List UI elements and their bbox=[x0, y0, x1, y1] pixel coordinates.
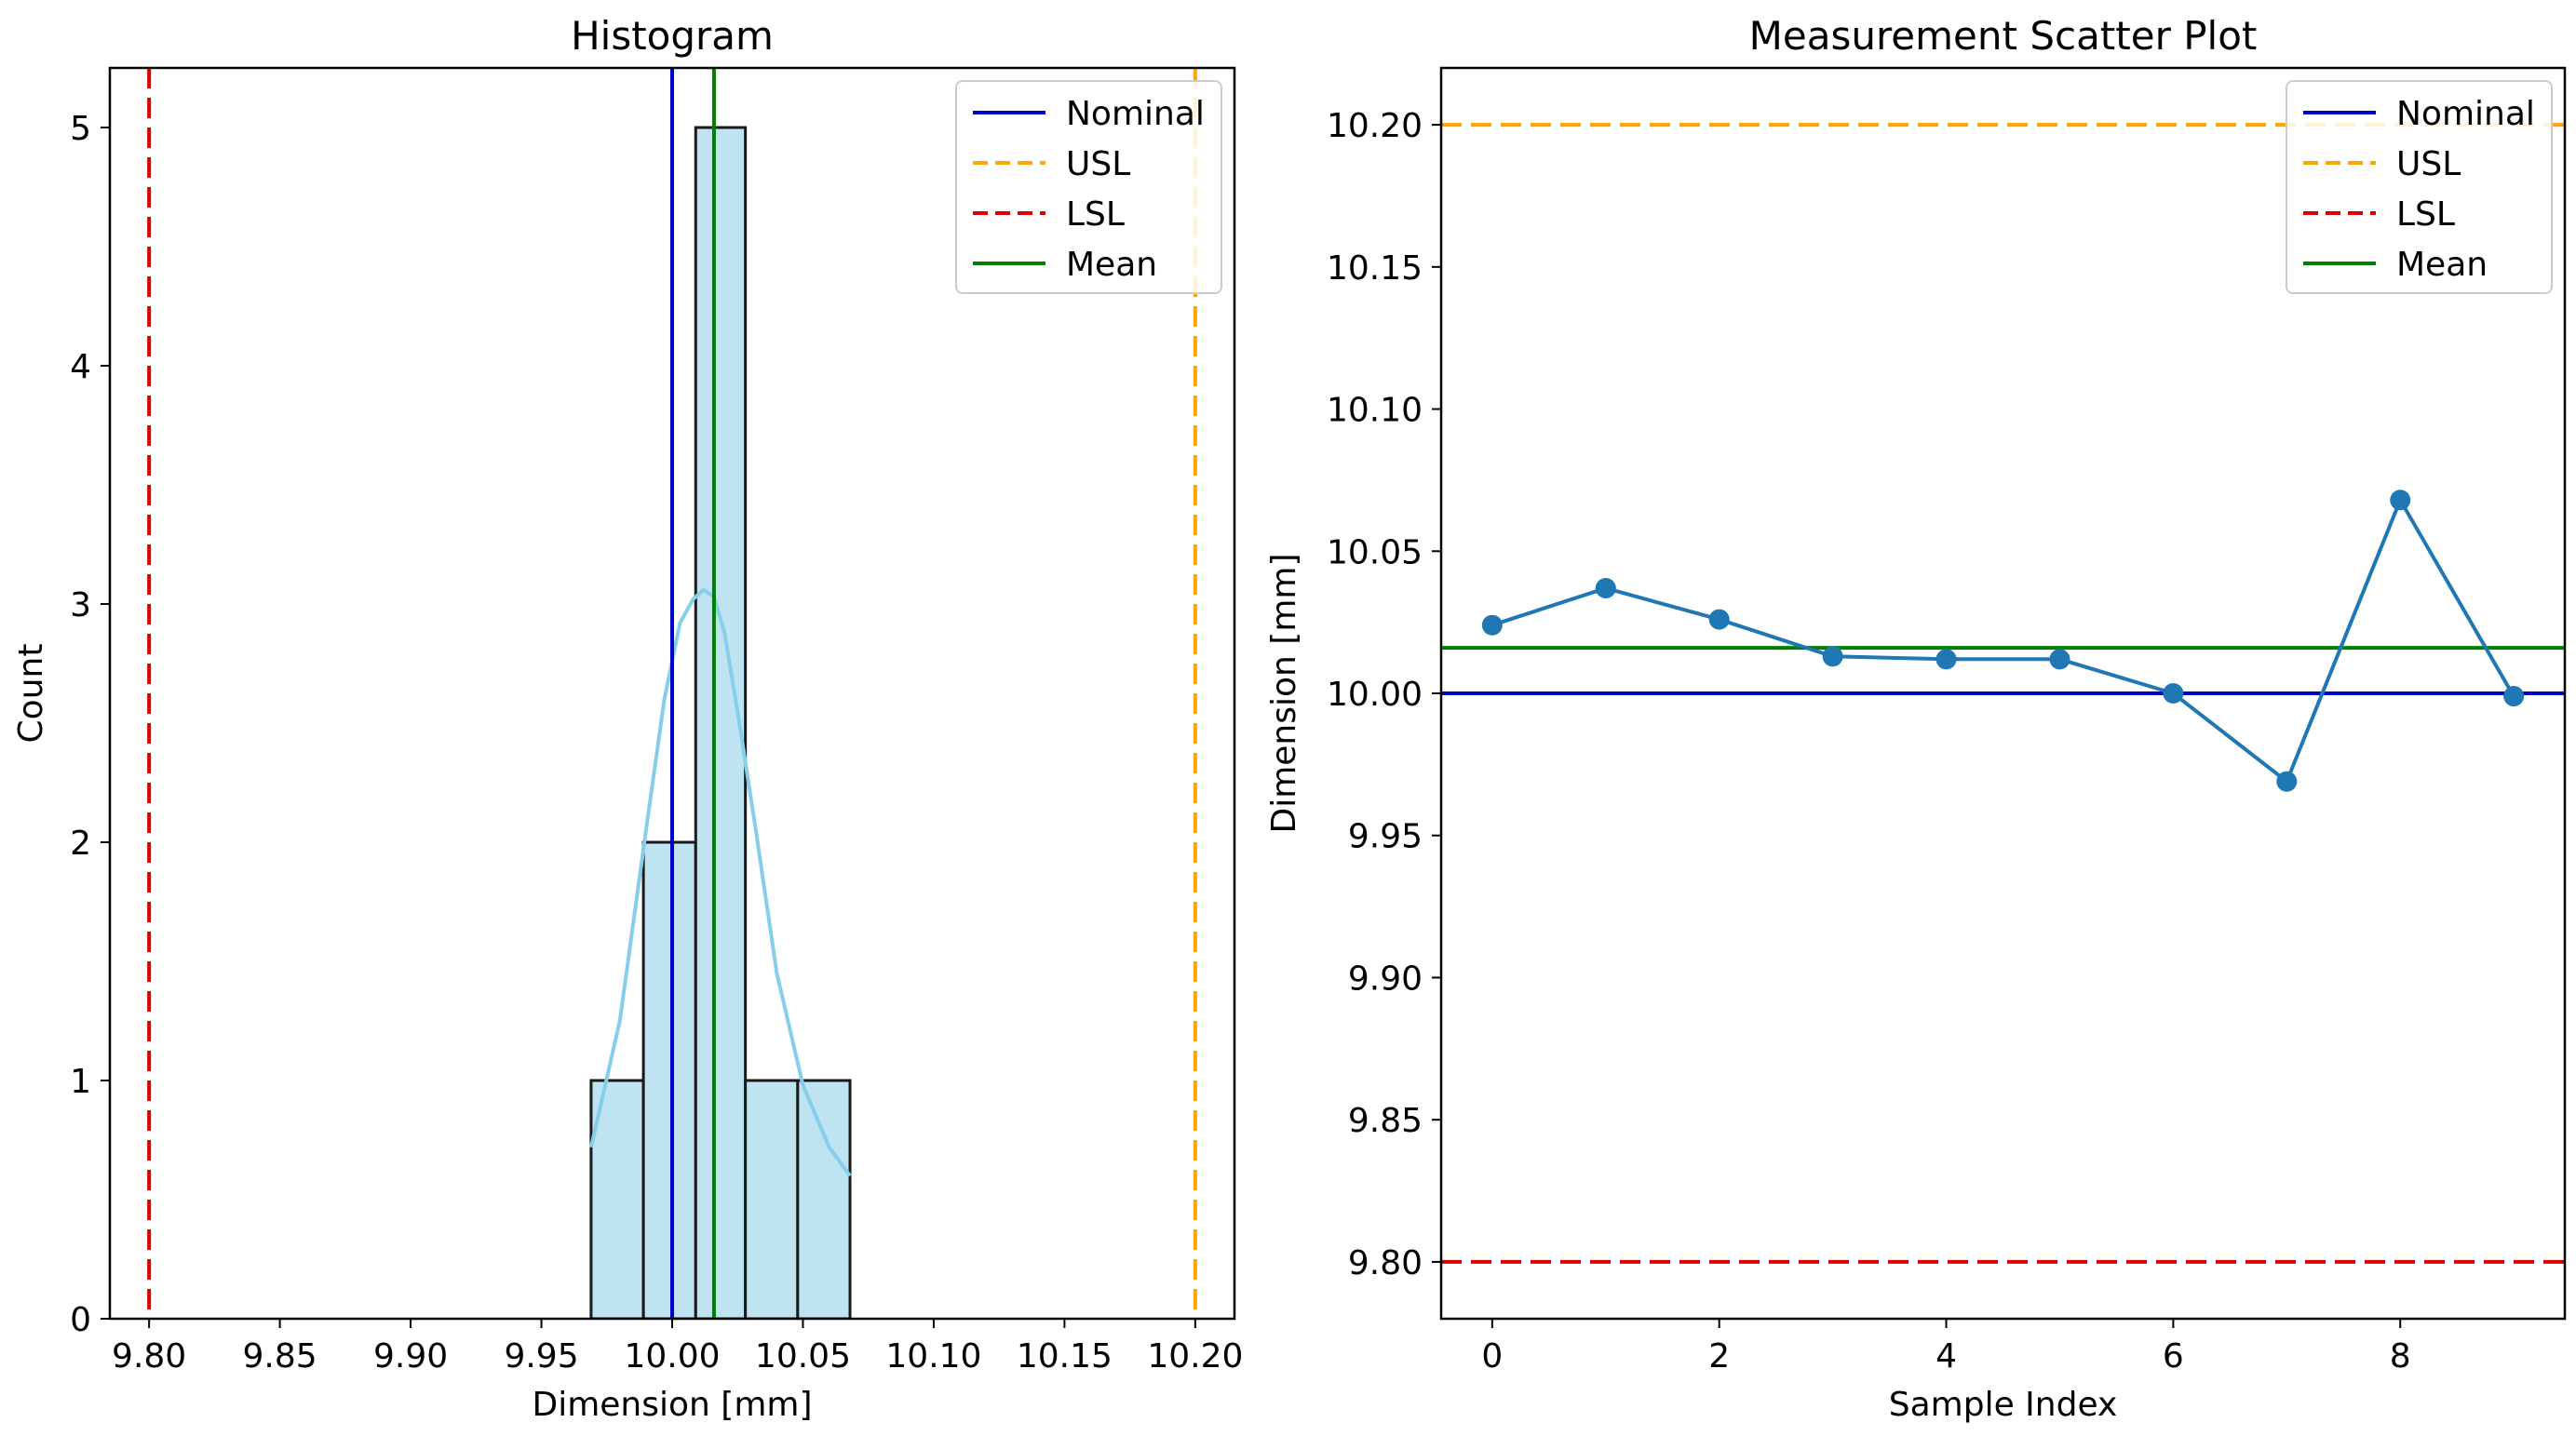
legend: Nominal USL LSL Mean bbox=[2286, 80, 2553, 294]
data-point bbox=[2390, 490, 2411, 511]
y-tick-label: 10.15 bbox=[1327, 249, 1423, 288]
y-tick-label: 2 bbox=[70, 825, 91, 863]
x-axis-label: Dimension [mm] bbox=[532, 1386, 812, 1424]
x-tick-label: 10.00 bbox=[624, 1337, 720, 1376]
data-point bbox=[2163, 683, 2184, 704]
x-tick-label: 10.20 bbox=[1147, 1337, 1243, 1376]
data-point bbox=[1822, 646, 1843, 667]
y-tick-label: 10.05 bbox=[1327, 533, 1423, 571]
y-tick-label: 9.95 bbox=[1348, 818, 1423, 856]
y-tick-label: 9.85 bbox=[1348, 1102, 1423, 1140]
y-tick-label: 10.20 bbox=[1327, 107, 1423, 145]
legend-label-mean: Mean bbox=[1066, 246, 1157, 284]
chart-title: Measurement Scatter Plot bbox=[1749, 13, 2258, 59]
histogram-bar bbox=[694, 126, 748, 1319]
data-point bbox=[2503, 686, 2525, 707]
y-tick-label: 0 bbox=[70, 1301, 91, 1339]
legend: Nominal USL LSL Mean bbox=[955, 80, 1222, 294]
y-tick-label: 10.00 bbox=[1327, 676, 1423, 714]
data-point bbox=[2049, 649, 2070, 670]
legend-label-lsl: LSL bbox=[1066, 195, 1125, 234]
legend-frame bbox=[2286, 80, 2553, 294]
x-axis-label: Sample Index bbox=[1889, 1386, 2118, 1424]
data-point bbox=[2276, 771, 2298, 792]
legend-label-lsl: LSL bbox=[2396, 195, 2455, 234]
legend-label-usl: USL bbox=[2396, 145, 2461, 183]
x-tick-label: 10.15 bbox=[1017, 1337, 1113, 1376]
y-tick-label: 9.90 bbox=[1348, 960, 1423, 998]
x-tick-label: 10.05 bbox=[755, 1337, 851, 1376]
legend-label-mean: Mean bbox=[2396, 246, 2488, 284]
data-point bbox=[1595, 577, 1616, 598]
x-tick-label: 4 bbox=[1935, 1337, 1957, 1376]
plot-area bbox=[147, 68, 1197, 1319]
y-tick-label: 1 bbox=[70, 1063, 91, 1101]
x-tick-label: 6 bbox=[2163, 1337, 2184, 1376]
data-point bbox=[1935, 649, 1957, 670]
y-tick-label: 9.80 bbox=[1348, 1244, 1423, 1282]
y-axis-label: Count bbox=[12, 644, 50, 744]
scatter-panel: 0 2 4 6 8 9.80 9.85 9.90 9.95 10.00 10.05 10.10 10.1… bbox=[1265, 13, 2567, 1424]
x-tick-label: 9.80 bbox=[112, 1337, 186, 1376]
y-axis-label: Dimension [mm] bbox=[1265, 553, 1303, 833]
series-line bbox=[1491, 495, 2515, 785]
histogram-bar bbox=[796, 1079, 852, 1319]
y-tick-label: 3 bbox=[70, 586, 91, 624]
legend-label-nominal: Nominal bbox=[1066, 95, 1205, 133]
x-tick-label: 2 bbox=[1708, 1337, 1730, 1376]
legend-frame bbox=[955, 80, 1222, 294]
histogram-bar bbox=[589, 1079, 645, 1319]
legend-label-nominal: Nominal bbox=[2396, 95, 2535, 133]
x-tick-label: 10.10 bbox=[885, 1337, 981, 1376]
histogram-panel: 9.80 9.85 9.90 9.95 10.00 10.05 10.10 10.15 10.2… bbox=[12, 13, 1243, 1424]
histogram-bar bbox=[641, 840, 697, 1319]
legend-label-usl: USL bbox=[1066, 145, 1130, 183]
y-tick-label: 5 bbox=[70, 110, 91, 148]
histogram-bar bbox=[744, 1079, 800, 1319]
y-tick-label: 10.10 bbox=[1327, 392, 1423, 430]
x-tick-label: 0 bbox=[1481, 1337, 1503, 1376]
x-tick-label: 9.90 bbox=[373, 1337, 448, 1376]
data-point bbox=[1481, 614, 1503, 636]
chart-title: Histogram bbox=[571, 13, 774, 59]
plot-area bbox=[1441, 123, 2565, 1264]
data-point bbox=[1708, 609, 1730, 630]
x-tick-label: 9.95 bbox=[504, 1337, 578, 1376]
x-tick-label: 9.85 bbox=[243, 1337, 317, 1376]
y-tick-label: 4 bbox=[70, 348, 91, 386]
x-tick-label: 8 bbox=[2390, 1337, 2411, 1376]
